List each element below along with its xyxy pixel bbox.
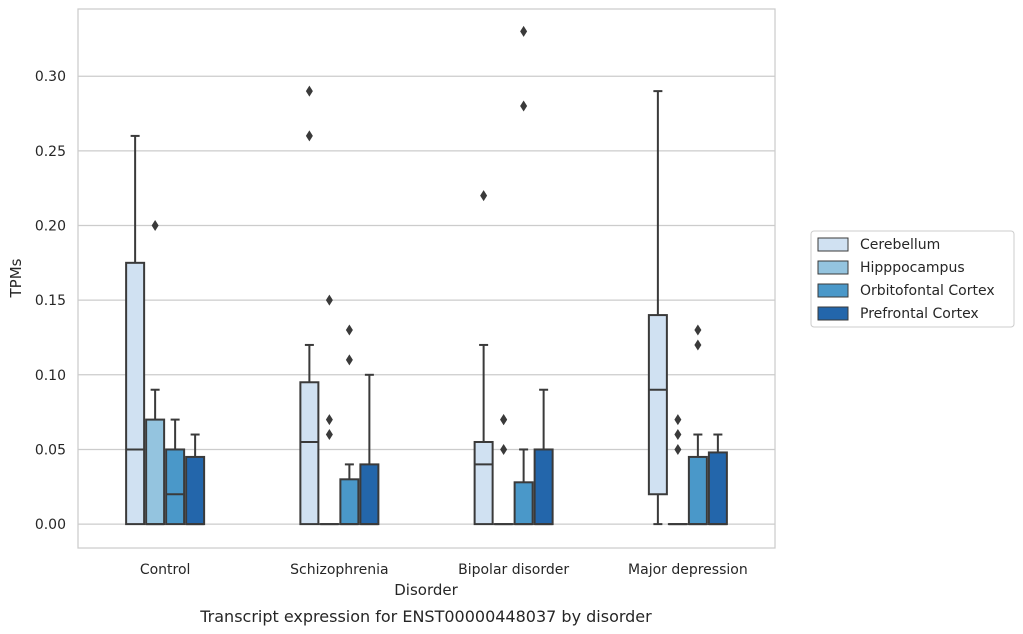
outlier-point xyxy=(520,100,528,112)
box-hipppocampus xyxy=(493,414,514,526)
y-tick-label: 0.25 xyxy=(35,144,66,160)
x-tick-label: Control xyxy=(140,562,191,578)
outlier-point xyxy=(480,190,488,202)
iqr-box xyxy=(145,418,166,526)
boxes xyxy=(125,25,728,526)
outlier-point xyxy=(325,294,333,306)
box-prefrontal-cortex xyxy=(707,433,728,526)
outlier-point xyxy=(674,443,682,455)
chart-caption: Transcript expression for ENST0000044803… xyxy=(199,607,652,626)
outlier-point xyxy=(674,429,682,441)
y-tick-label: 0.10 xyxy=(35,368,66,384)
iqr-box xyxy=(125,261,146,526)
y-tick-label: 0.15 xyxy=(35,293,66,309)
iqr-box xyxy=(359,463,380,526)
box-cerebellum xyxy=(647,90,668,526)
outlier-point xyxy=(325,429,333,441)
y-tick-label: 0.20 xyxy=(35,218,66,234)
x-tick-label: Schizophrenia xyxy=(290,562,388,578)
box-cerebellum xyxy=(299,85,320,526)
outlier-point xyxy=(520,25,528,37)
box-orbitofontal-cortex xyxy=(165,418,186,526)
box-cerebellum xyxy=(473,190,494,526)
box-orbitofontal-cortex xyxy=(687,324,708,526)
x-axis-label: Disorder xyxy=(394,581,458,599)
y-tick-label: 0.00 xyxy=(35,517,66,533)
iqr-box xyxy=(687,455,708,526)
iqr-box xyxy=(647,314,668,496)
box-prefrontal-cortex xyxy=(533,388,554,526)
legend-frame xyxy=(810,230,1015,328)
y-axis-label: TPMs xyxy=(7,258,25,298)
iqr-box xyxy=(185,455,206,526)
legend-label: Orbitofontal Cortex xyxy=(860,283,995,299)
y-tick-label: 0.05 xyxy=(35,442,66,458)
outlier-point xyxy=(694,339,702,351)
iqr-box xyxy=(707,451,728,526)
outlier-point xyxy=(500,414,508,426)
y-tick-label: 0.30 xyxy=(35,69,66,85)
outlier-point xyxy=(151,219,159,231)
legend-label: Cerebellum xyxy=(860,237,940,253)
x-tick-label: Bipolar disorder xyxy=(458,562,569,578)
legend-swatch xyxy=(817,260,849,275)
box-hipppocampus xyxy=(667,414,688,526)
box-orbitofontal-cortex xyxy=(513,25,534,526)
legend-swatch xyxy=(817,283,849,298)
box-orbitofontal-cortex xyxy=(339,324,360,526)
box-prefrontal-cortex xyxy=(185,433,206,526)
x-tick-labels: Control Schizophrenia Bipolar disorder Majo… xyxy=(140,562,748,578)
legend-label: Hipppocampus xyxy=(860,260,965,276)
box-hipppocampus xyxy=(319,294,340,526)
legend-swatch xyxy=(817,237,849,252)
legend-label: Prefrontal Cortex xyxy=(860,306,979,322)
iqr-box xyxy=(473,440,494,526)
iqr-box xyxy=(165,448,186,526)
plot-area-frame xyxy=(77,8,776,549)
iqr-box xyxy=(513,481,534,526)
outlier-point xyxy=(694,324,702,336)
iqr-box xyxy=(339,478,360,526)
outlier-point xyxy=(305,85,313,97)
legend: Cerebellum Hipppocampus Orbitofontal Corte… xyxy=(810,230,1015,328)
outlier-point xyxy=(345,354,353,366)
y-tick-labels: 0.00 0.05 0.10 0.15 0.20 0.25 0.30 xyxy=(35,69,66,533)
outlier-point xyxy=(325,414,333,426)
outlier-point xyxy=(674,414,682,426)
box-prefrontal-cortex xyxy=(359,373,380,526)
iqr-box xyxy=(299,381,320,526)
box-cerebellum xyxy=(125,134,146,526)
outlier-point xyxy=(305,130,313,142)
iqr-box xyxy=(533,448,554,526)
box-hipppocampus xyxy=(145,219,166,526)
outlier-point xyxy=(345,324,353,336)
outlier-point xyxy=(500,443,508,455)
legend-swatch xyxy=(817,306,849,321)
x-tick-label: Major depression xyxy=(628,562,748,578)
